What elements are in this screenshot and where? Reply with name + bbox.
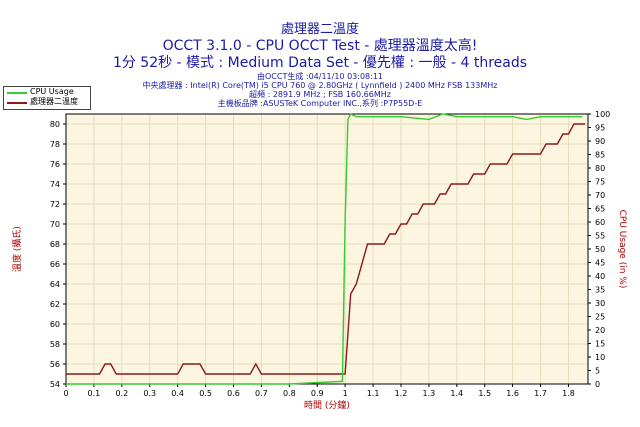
legend-swatch-cpu: [7, 92, 27, 94]
y-right-tick-label: 70: [595, 191, 605, 200]
y-left-tick-label: 70: [50, 220, 60, 229]
y-left-tick-label: 54: [50, 380, 60, 389]
y-right-tick-label: 100: [595, 110, 610, 119]
x-tick-label: 0.2: [115, 389, 128, 398]
y-right-axis-label: CPU Usage (in %): [617, 210, 627, 289]
x-tick-label: 1.8: [562, 389, 575, 398]
y-right-tick-label: 80: [595, 164, 605, 173]
chart-title: 處理器二溫度: [280, 22, 359, 37]
x-tick-label: 1.5: [478, 389, 491, 398]
info-motherboard: 主機板品牌 :ASUSTeK Computer INC.,系列 :P7P55D-…: [217, 99, 423, 108]
y-right-tick-label: 10: [595, 353, 605, 362]
x-tick-label: 0.4: [171, 389, 184, 398]
y-right-tick-label: 55: [595, 232, 605, 241]
y-right-tick-label: 45: [595, 259, 605, 268]
y-right-tick-label: 85: [595, 151, 605, 160]
y-right-tick-label: 60: [595, 218, 605, 227]
y-left-tick-label: 80: [50, 120, 60, 129]
legend-entry-cpu: CPU Usage: [4, 87, 90, 97]
x-tick-label: 1.1: [367, 389, 380, 398]
y-left-tick-label: 62: [50, 300, 60, 309]
x-tick-label: 0.3: [143, 389, 156, 398]
x-tick-label: 0: [63, 389, 68, 398]
plot-border: [65, 113, 589, 385]
y-right-tick-label: 65: [595, 205, 605, 214]
y-left-tick-label: 68: [50, 240, 60, 249]
info-cpu: 中央處理器 : Intel(R) Core(TM) i5 CPU 760 @ 2…: [142, 81, 498, 90]
x-tick-label: 1.2: [395, 389, 408, 398]
y-left-tick-label: 78: [50, 140, 60, 149]
x-tick-label: 0.8: [283, 389, 296, 398]
plot-area: [65, 113, 589, 385]
y-right-tick-label: 95: [595, 124, 605, 133]
y-left-tick-label: 66: [50, 260, 60, 269]
x-tick-label: 1.3: [423, 389, 436, 398]
y-right-tick-label: 40: [595, 272, 605, 281]
y-right-tick-label: 50: [595, 245, 605, 254]
info-generated: 由OCCT生成 :04/11/10 03:08:11: [257, 72, 383, 81]
y-right-tick-label: 75: [595, 178, 605, 187]
y-right-tick-label: 15: [595, 340, 605, 349]
x-tick-label: 1.7: [534, 389, 547, 398]
legend-label-temp: 處理器二溫度: [30, 97, 78, 106]
info-overclock: 超頻 : 2891.9 MHz ; FSB 160.66MHz: [249, 90, 391, 99]
y-left-tick-label: 74: [50, 180, 60, 189]
y-right-tick-label: 35: [595, 286, 605, 295]
y-left-tick-label: 72: [50, 200, 60, 209]
y-right-tick-label: 20: [595, 326, 605, 335]
x-tick-label: 1.4: [450, 389, 463, 398]
legend-label-cpu: CPU Usage: [30, 87, 74, 96]
x-tick-label: 1: [343, 389, 348, 398]
series-line-cpu-usage: [66, 113, 583, 385]
y-right-tick-label: 5: [595, 367, 600, 376]
y-left-tick-label: 64: [50, 280, 60, 289]
series-line-temperature: [66, 123, 586, 375]
y-left-axis-label: 溫度 (攝氏): [11, 226, 23, 272]
chart-legend: CPU Usage 處理器二溫度: [3, 86, 91, 110]
x-tick-label: 0.6: [227, 389, 240, 398]
y-left-tick-label: 76: [50, 160, 60, 169]
y-left-tick-label: 56: [50, 360, 60, 369]
legend-swatch-temp: [7, 102, 27, 104]
y-left-tick-label: 60: [50, 320, 60, 329]
x-tick-label: 0.1: [88, 389, 101, 398]
chart-subtitle-mode: 1分 52秒 - 模式 : Medium Data Set - 優先權 : 一般…: [112, 55, 528, 71]
y-right-tick-label: 90: [595, 137, 605, 146]
chart-subtitle-test: OCCT 3.1.0 - CPU OCCT Test - 處理器溫度太高!: [162, 38, 478, 54]
x-tick-label: 1.6: [506, 389, 519, 398]
x-tick-label: 0.9: [311, 389, 324, 398]
x-tick-label: 0.7: [255, 389, 268, 398]
legend-entry-temp: 處理器二溫度: [4, 97, 90, 107]
y-left-tick-label: 58: [50, 340, 60, 349]
y-right-tick-label: 25: [595, 313, 605, 322]
x-axis-label: 時間 (分鐘): [304, 399, 350, 411]
x-tick-label: 0.5: [199, 389, 212, 398]
y-right-tick-label: 0: [595, 380, 600, 389]
y-right-tick-label: 30: [595, 299, 605, 308]
